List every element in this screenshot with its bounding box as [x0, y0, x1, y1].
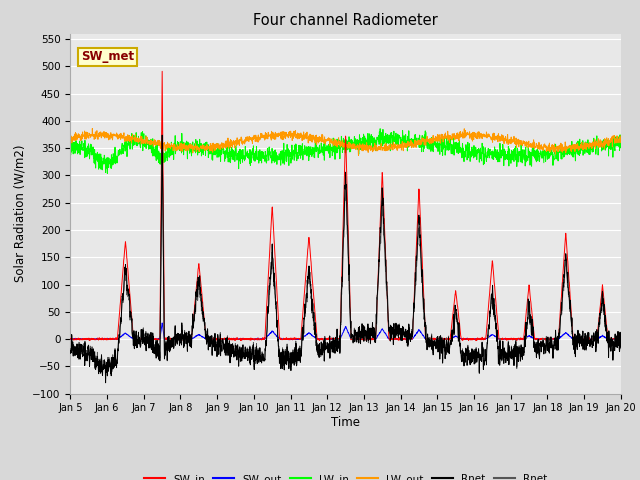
- Y-axis label: Solar Radiation (W/m2): Solar Radiation (W/m2): [13, 145, 27, 282]
- X-axis label: Time: Time: [331, 416, 360, 429]
- Text: SW_met: SW_met: [81, 50, 134, 63]
- Legend: SW_in, SW_out, LW_in, LW_out, Rnet, Rnet: SW_in, SW_out, LW_in, LW_out, Rnet, Rnet: [140, 470, 552, 480]
- Title: Four channel Radiometer: Four channel Radiometer: [253, 13, 438, 28]
